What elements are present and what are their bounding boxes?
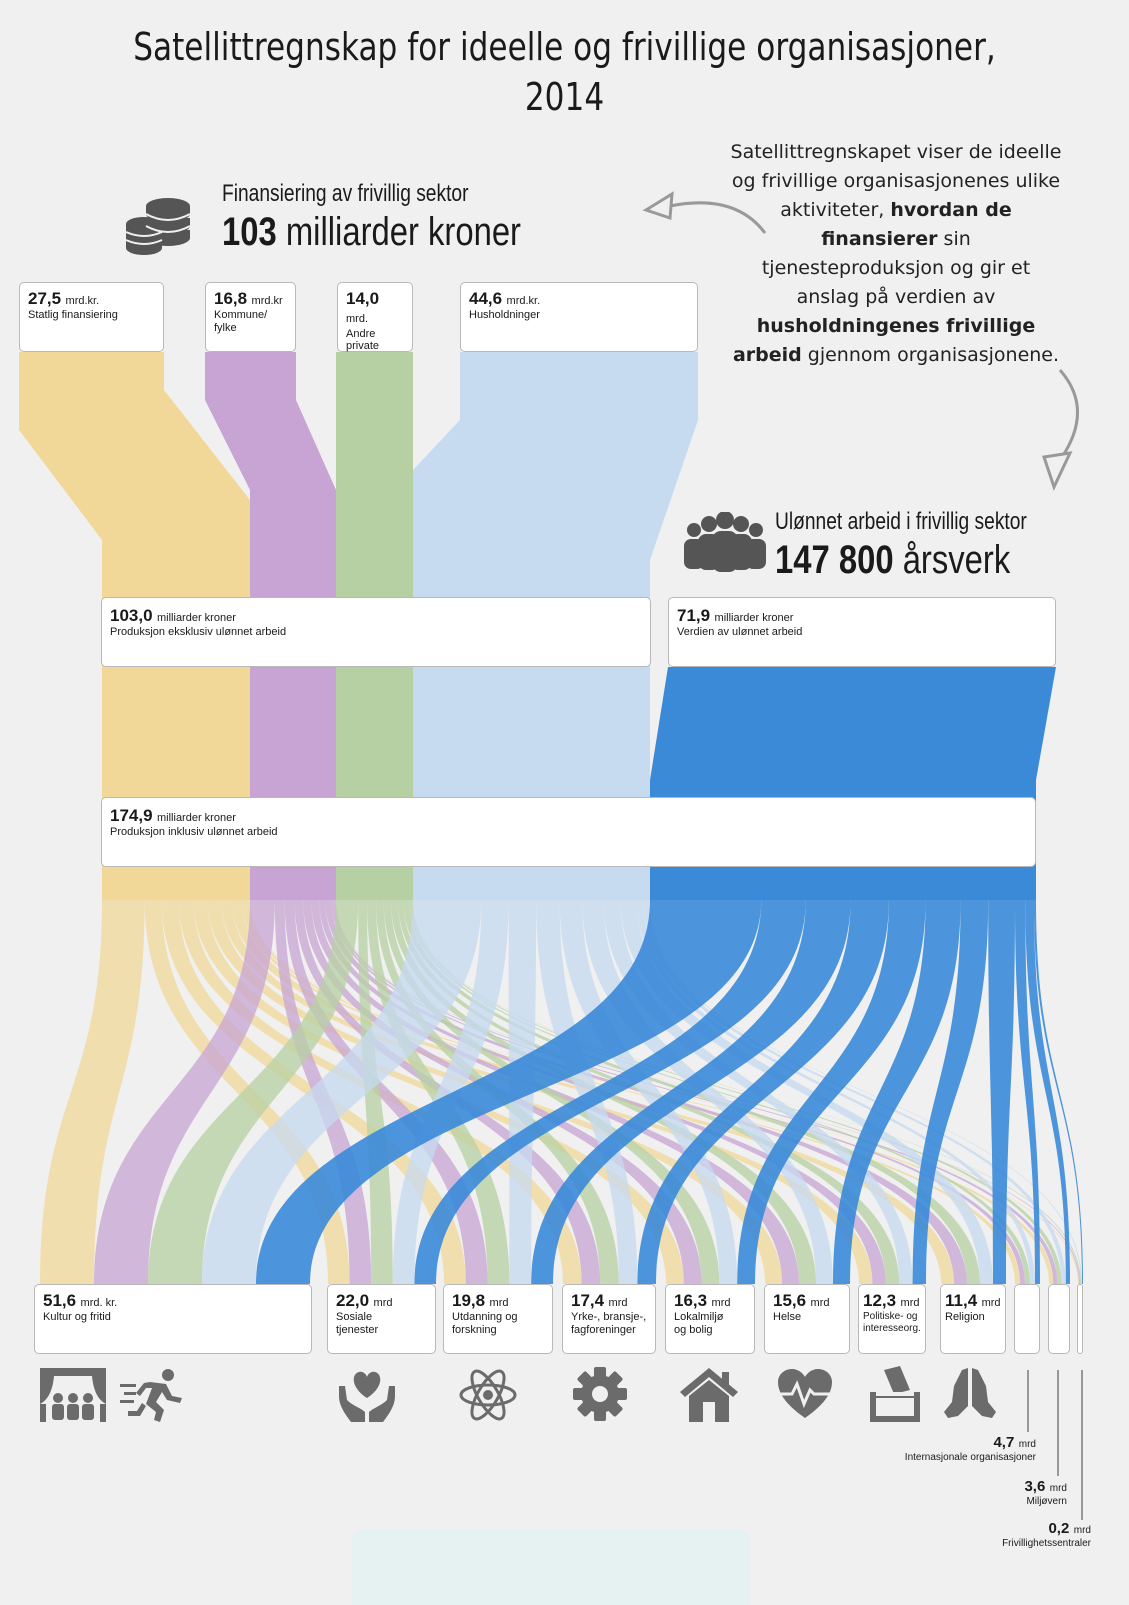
- small-category-volunteer-centres: 0,2 mrd Frivillighetssentraler: [1002, 1520, 1091, 1549]
- flow-dist-4-6: [912, 900, 989, 1284]
- flow-dist-0-8: [241, 900, 1020, 1284]
- gear-icon: [573, 1367, 627, 1421]
- category-box-political: 12,3 mrd Politiske- og interesseorg.: [858, 1284, 926, 1354]
- flow-dist-1-0: [94, 900, 275, 1284]
- source-box-state: 27,5 mrd.kr. Statlig finansiering: [19, 282, 164, 352]
- flow-dist-3-4: [559, 900, 738, 1284]
- production-incl-box: 174,9 milliarder kroner Produksjon inklu…: [101, 797, 1036, 867]
- theater-icon: [40, 1368, 106, 1422]
- curved-arrow-left-icon: [642, 191, 767, 234]
- financing-header: Finansiering av frivillig sektor 103 mil…: [222, 180, 521, 254]
- category-box-culture: 51,6 mrd. kr. Kultur og fritid: [34, 1284, 312, 1354]
- intro-text: Satellittregnskapet viser de ideelle og …: [730, 141, 1062, 366]
- source-box-other-private: 14,0 mrd. Andre private: [337, 282, 413, 352]
- page-title: Satellittregnskap for ideelle og frivill…: [133, 25, 996, 119]
- flow-dist-4-1: [414, 900, 806, 1284]
- flow-dist-2-4: [383, 900, 720, 1284]
- category-box-unions: 17,4 mrd Yrke-, bransje-, fagforeninger: [562, 1284, 656, 1354]
- category-box-health: 15,6 mrd Helse: [764, 1284, 850, 1354]
- house-icon: [680, 1368, 738, 1422]
- flow-dist-2-9: [410, 900, 1062, 1284]
- flow-dist-4-9: [1025, 900, 1070, 1284]
- flow-dist-2-0: [148, 900, 359, 1284]
- category-box-local: 16,3 mrd Lokalmiljø og bolig: [665, 1284, 755, 1354]
- flow-dist-4-4: [737, 900, 926, 1284]
- flow-dist-0-10: [249, 900, 1079, 1284]
- flow-dist-3-3: [536, 900, 638, 1284]
- source-box-households: 44,6 mrd.kr. Husholdninger: [460, 282, 698, 352]
- category-box-environment: [1048, 1284, 1070, 1354]
- unpaid-value-box: 71,9 milliarder kroner Verdien av ulønne…: [668, 597, 1056, 667]
- flow-dist-3-1: [392, 900, 509, 1284]
- category-box-volunteer-centres: [1077, 1284, 1083, 1354]
- flow-dist-1-5: [311, 900, 799, 1284]
- flow-dist-4-8: [1014, 900, 1040, 1284]
- volunteer-total: 147 800: [775, 538, 894, 582]
- praying-hands-icon: [944, 1368, 996, 1418]
- flow-dist-3-5: [582, 900, 833, 1284]
- category-box-international: [1014, 1284, 1040, 1354]
- bottom-panel: [352, 1530, 750, 1605]
- category-box-social: 22,0 mrd Sosiale tjenester: [327, 1284, 436, 1354]
- flow-dist-2-8: [408, 900, 1030, 1284]
- ballot-box-icon: [870, 1366, 920, 1422]
- production-excl-box: 103,0 milliarder kroner Produksjon ekskl…: [101, 597, 651, 667]
- flow-dist-4-3: [637, 900, 889, 1284]
- flow-dist-3-0: [202, 900, 482, 1284]
- volunteer-header: Ulønnet arbeid i frivillig sektor 147 80…: [775, 508, 1027, 582]
- flow-dist-1-2: [284, 900, 488, 1284]
- flow-dist-3-9: [643, 900, 1066, 1284]
- flow-dist-4-7: [988, 900, 1015, 1284]
- heartbeat-icon: [776, 1369, 834, 1418]
- coin-stack-icon: [125, 198, 191, 255]
- heart-hands-icon: [339, 1371, 395, 1422]
- financing-total: 103: [222, 210, 277, 254]
- flow-dist-4-10: [1033, 900, 1083, 1284]
- small-category-environment: 3,6 mrd Miljøvern: [1024, 1478, 1067, 1507]
- people-group-icon: [684, 512, 766, 572]
- running-person-icon: [120, 1369, 182, 1422]
- flow-dist-2-1: [358, 900, 393, 1284]
- flow-dist-3-7: [620, 900, 993, 1284]
- curved-arrow-down-icon: [1042, 369, 1079, 492]
- flow-dist-4-0: [256, 900, 762, 1284]
- source-box-municipality: 16,8 mrd.kr Kommune/ fylke: [205, 282, 296, 352]
- flow-dist-4-5: [833, 900, 961, 1284]
- flow-dist-0-0: [40, 900, 145, 1284]
- category-box-religion: 11,4 mrd Religion: [940, 1284, 1006, 1354]
- leader-lines: [1027, 1370, 1083, 1520]
- flow-dist-3-10: [648, 900, 1082, 1284]
- atom-icon: [459, 1369, 517, 1421]
- category-box-education: 19,8 mrd Utdanning og forskning: [443, 1284, 553, 1354]
- flow-dist-4-2: [531, 900, 851, 1284]
- small-category-international: 4,7 mrd Internasjonale organisasjoner: [904, 1434, 1036, 1463]
